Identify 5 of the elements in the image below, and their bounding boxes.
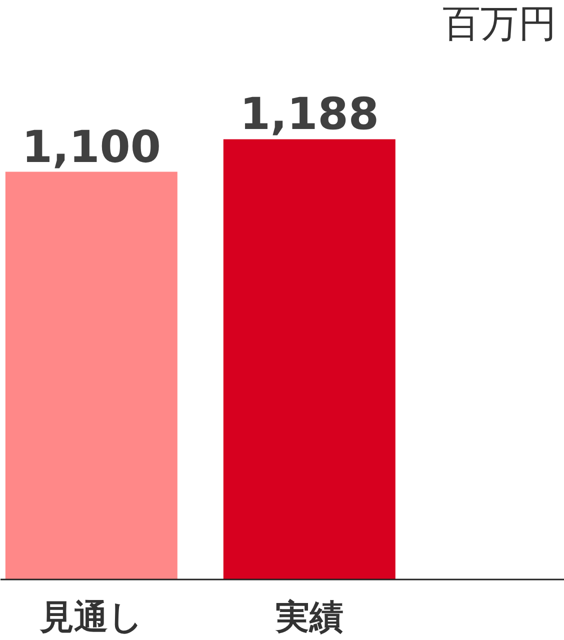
data-label: 1,188 <box>240 89 380 140</box>
data-label: 1,100 <box>22 122 162 173</box>
x-tick-label: 実績 <box>274 598 344 638</box>
y-axis-title: 百万円 <box>442 2 556 46</box>
x-tick-label: 見通し <box>38 598 143 638</box>
